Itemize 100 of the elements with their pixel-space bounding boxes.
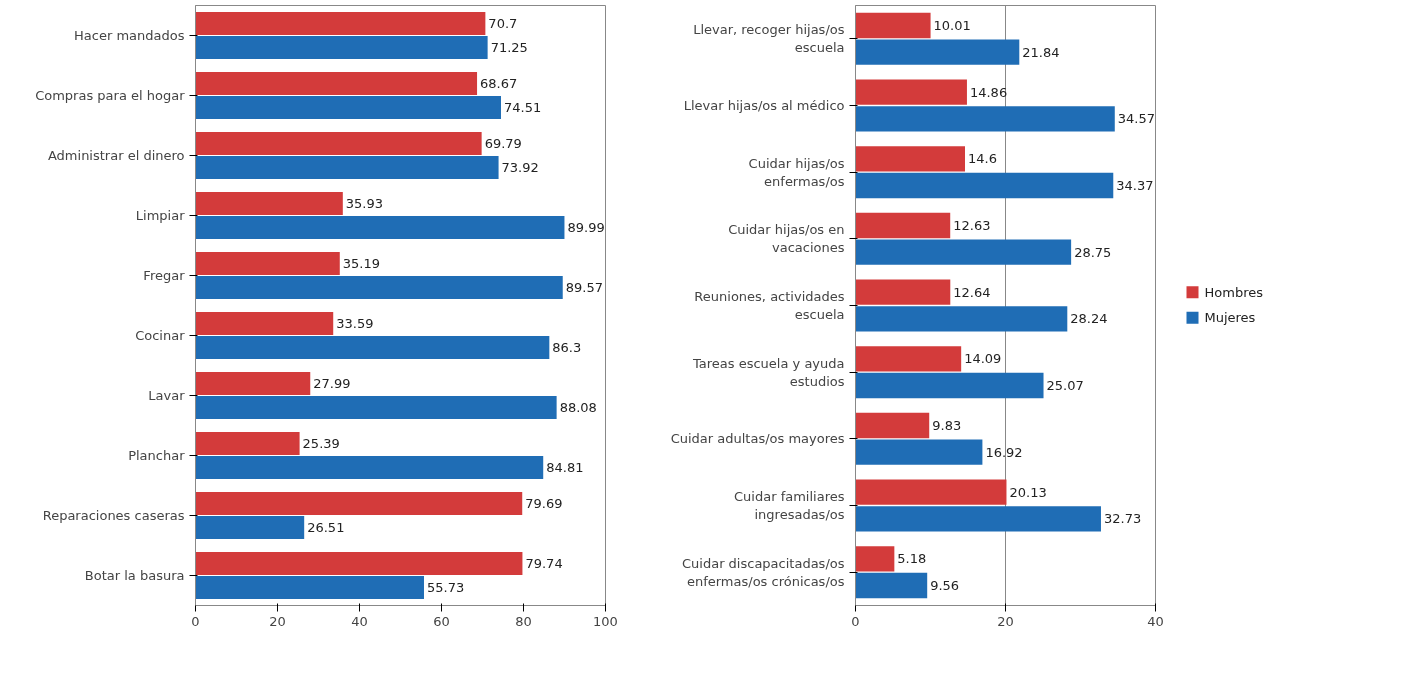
bar: [195, 72, 478, 95]
y-tick-label: Cuidar adultas/os mayores: [670, 431, 845, 447]
y-tick-label: Reuniones, actividades escuela: [694, 289, 845, 322]
x-tick-label: 20: [997, 613, 1014, 629]
bar: [855, 146, 965, 172]
data-label: 9.56: [930, 578, 960, 593]
data-label: 79.74: [525, 556, 563, 571]
bar: [195, 252, 340, 275]
y-tick-label: Hacer mandados: [74, 28, 185, 43]
data-label: 69.79: [484, 136, 522, 151]
bar: [195, 492, 523, 515]
bar: [855, 172, 1114, 199]
data-label: 21.84: [1022, 44, 1060, 60]
data-label: 5.18: [897, 551, 927, 567]
data-label: 68.67: [480, 76, 518, 91]
bar: [855, 439, 983, 465]
bar: [855, 239, 1072, 265]
bar: [855, 279, 951, 305]
y-tick-label: Administrar el dinero: [47, 148, 185, 163]
data-label: 20.13: [1009, 484, 1047, 500]
bar: [195, 396, 557, 419]
bar: [195, 132, 482, 155]
data-label: 32.73: [1103, 511, 1142, 527]
data-label: 9.83: [932, 418, 962, 433]
data-label: 25.39: [302, 436, 340, 451]
y-tick-label: Llevar hijas/os al médico: [683, 98, 845, 113]
y-tick-label: Planchar: [128, 448, 186, 463]
data-label: 71.25: [490, 40, 528, 55]
data-label: 79.69: [525, 496, 563, 511]
data-label: 26.51: [307, 520, 345, 535]
bar: [195, 12, 486, 35]
data-label: 34.57: [1117, 111, 1155, 127]
y-tick-label: Llevar, recoger hijas/os escuela: [693, 22, 845, 56]
bar: [195, 372, 311, 395]
x-tick-label: 20: [269, 613, 286, 629]
bar: [855, 372, 1044, 399]
data-label: 14.6: [968, 151, 997, 167]
legend-label: Hombres: [1204, 284, 1264, 300]
y-tick-label: Fregar: [143, 268, 186, 283]
data-label: 74.51: [503, 100, 542, 115]
bar: [195, 576, 424, 599]
data-label: 89.99: [567, 220, 605, 235]
data-label: 16.92: [985, 444, 1023, 460]
bar: [855, 479, 1007, 505]
bar: [195, 216, 565, 239]
x-tick-label: 0: [851, 613, 860, 629]
x-tick-label: 80: [515, 613, 532, 629]
bar: [195, 336, 550, 359]
bar: [855, 572, 928, 599]
legend-label: Mujeres: [1204, 310, 1256, 326]
data-label: 14.09: [964, 351, 1002, 367]
data-label: 12.63: [953, 218, 991, 233]
y-tick-label: Cuidar hijas/os en vacaciones: [728, 222, 845, 256]
bar: [855, 506, 1101, 532]
data-label: 27.99: [313, 376, 351, 391]
data-label: 89.57: [565, 280, 603, 295]
bar: [855, 106, 1115, 132]
bar: [195, 432, 300, 455]
y-tick-label: Lavar: [148, 388, 186, 403]
bar: [195, 96, 501, 119]
bar: [195, 552, 523, 575]
data-label: 12.64: [953, 284, 991, 300]
y-tick-label: Botar la basura: [84, 568, 185, 583]
x-tick-label: 40: [1147, 613, 1164, 629]
bar: [195, 276, 563, 299]
y-tick-label: Cuidar familiares ingresadas/os: [734, 489, 845, 522]
bar: [855, 39, 1020, 65]
data-label: 28.24: [1070, 311, 1108, 327]
data-label: 14.86: [969, 84, 1008, 100]
data-label: 70.7: [488, 16, 518, 31]
data-label: 25.07: [1046, 378, 1084, 393]
bar: [195, 312, 334, 335]
data-label: 10.01: [933, 18, 971, 33]
bar: [855, 212, 951, 239]
y-tick-label: Reparaciones caseras: [42, 508, 185, 523]
data-label: 55.73: [426, 580, 465, 595]
y-tick-label: Cocinar: [135, 328, 186, 343]
bar: [855, 546, 895, 572]
data-label: 88.08: [559, 400, 597, 415]
data-label: 33.59: [336, 316, 374, 331]
y-tick-label: Limpiar: [135, 208, 186, 223]
x-tick-label: 100: [593, 613, 618, 629]
bar: [855, 79, 967, 105]
x-tick-label: 0: [191, 613, 200, 629]
bar: [195, 156, 499, 179]
data-label: 35.19: [342, 256, 380, 271]
y-tick-label: Cuidar discapacitadas/os enfermas/os crónicas/os: [681, 555, 845, 589]
bar: [855, 306, 1068, 332]
bar: [195, 456, 544, 479]
y-tick-label: Compras para el hogar: [35, 88, 186, 103]
bar: [855, 346, 962, 372]
data-label: 86.3: [552, 340, 582, 355]
bar: [195, 36, 488, 59]
bar: [855, 412, 930, 439]
bar: [195, 192, 343, 215]
bar: [855, 12, 931, 39]
data-label: 84.81: [546, 460, 584, 475]
x-tick-label: 40: [351, 613, 368, 629]
y-tick-label: Cuidar hijas/os enfermas/os: [748, 155, 845, 189]
data-label: 34.37: [1116, 178, 1154, 193]
